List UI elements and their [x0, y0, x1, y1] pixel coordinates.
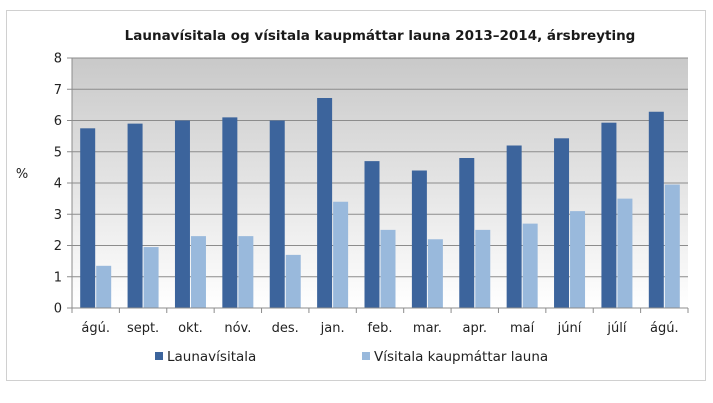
bar-kaupmattur [617, 198, 633, 308]
legend-swatch [155, 352, 163, 360]
y-tick-label: 3 [54, 208, 62, 223]
y-tick-label: 4 [54, 177, 62, 192]
legend-label: Vísitala kaupmáttar launa [374, 349, 548, 365]
bars [80, 98, 680, 308]
x-tick-label: maí [510, 321, 535, 336]
bar-launavisitala [506, 145, 522, 308]
gridlines [72, 57, 688, 278]
bar-launavisitala [80, 128, 96, 308]
bar-launavisitala [554, 138, 570, 308]
x-axis-ticks: ágú. sept. okt. nóv. des. jan. feb. mar. apr. maí… [71, 308, 689, 336]
x-tick-label: feb. [368, 321, 393, 336]
x-tick-label: nóv. [224, 321, 251, 336]
x-tick-label: júní [557, 321, 582, 336]
chart-title: Launavísitala og vísitala kaupmáttar lau… [125, 28, 636, 44]
bar-launavisitala [174, 120, 190, 308]
bar-kaupmattur [475, 229, 491, 308]
bar-launavisitala [269, 120, 285, 308]
y-tick-label: 8 [54, 52, 62, 67]
bar-kaupmattur [285, 254, 301, 308]
y-tick-label: 6 [54, 114, 62, 129]
bar-kaupmattur [96, 265, 112, 308]
bar-launavisitala [317, 98, 333, 308]
bar-kaupmattur [380, 229, 396, 308]
bar-launavisitala [601, 122, 617, 308]
y-axis-ticks: 0 1 2 3 4 5 6 7 8 [54, 52, 72, 317]
x-tick-label: ágú. [81, 321, 110, 336]
legend: Launavísitala Vísitala kaupmáttar launa [155, 349, 548, 365]
bar-launavisitala [648, 111, 664, 308]
bar-launavisitala [411, 170, 427, 308]
y-axis-label: % [16, 167, 28, 182]
bar-kaupmattur [238, 236, 254, 308]
y-tick-label: 1 [54, 270, 62, 285]
bar-launavisitala [364, 161, 380, 308]
x-tick-label: sept. [127, 321, 159, 336]
x-tick-label: júlí [606, 321, 626, 336]
x-tick-label: mar. [413, 321, 442, 336]
x-tick-label: apr. [463, 321, 488, 336]
legend-swatch [362, 352, 370, 360]
bar-kaupmattur [664, 184, 680, 308]
x-tick-label: okt. [178, 321, 203, 336]
bar-kaupmattur [333, 201, 349, 308]
x-tick-label: des. [272, 321, 299, 336]
x-tick-label: ágú. [650, 321, 679, 336]
y-tick-label: 7 [54, 83, 62, 98]
x-tick-label: jan. [320, 321, 345, 336]
bar-launavisitala [459, 158, 475, 308]
bar-kaupmattur [427, 239, 443, 308]
bar-launavisitala [222, 117, 238, 308]
legend-label: Launavísitala [167, 349, 256, 365]
bar-kaupmattur [522, 223, 538, 308]
bar-kaupmattur [190, 236, 206, 308]
bar-kaupmattur [143, 247, 159, 308]
y-tick-label: 5 [54, 145, 62, 160]
bar-kaupmattur [570, 211, 586, 308]
y-tick-label: 2 [54, 239, 62, 254]
y-tick-label: 0 [54, 302, 62, 317]
bar-launavisitala [127, 123, 143, 308]
